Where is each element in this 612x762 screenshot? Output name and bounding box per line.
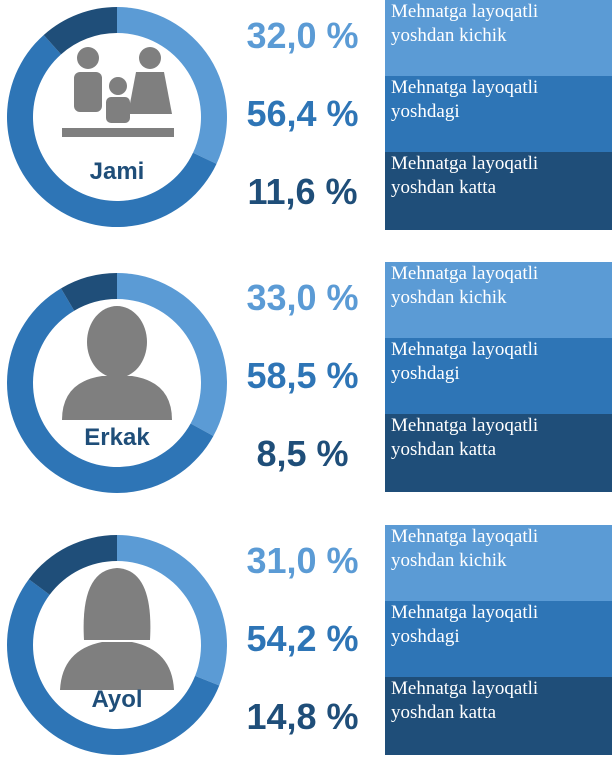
donut-segment [117,535,227,686]
category-box: Mehnatga layoqatli yoshdagi [385,601,612,677]
family-icon [62,47,174,137]
donut-segment [6,34,217,227]
center-label: Ayol [91,686,142,713]
value-label: 32,0 % [246,15,359,56]
center-label: Jami [90,158,145,185]
donut-segment [61,273,117,311]
category-box: Mehnatga layoqatli yoshdagi [385,338,612,414]
donut-segment [117,273,227,436]
donut-segment [6,579,220,756]
woman-icon [60,568,174,690]
center-label: Erkak [84,424,150,451]
value-label: 54,2 % [246,618,359,659]
value-label: 56,4 % [246,93,359,134]
value-label: 33,0 % [246,277,359,318]
donut-segment [28,535,118,595]
category-box: Mehnatga layoqatli yoshdan katta [385,677,612,755]
category-box: Mehnatga layoqatli yoshdan kichik [385,262,612,338]
category-box: Mehnatga layoqatli yoshdan katta [385,414,612,492]
category-box: Mehnatga layoqatli yoshdagi [385,76,612,152]
donut-segment [43,7,117,55]
value-label: 11,6 % [247,171,358,212]
value-label: 8,5 % [256,433,349,474]
value-label: 58,5 % [246,355,359,396]
category-box: Mehnatga layoqatli yoshdan katta [385,152,612,230]
donut-segment [117,7,228,164]
category-box: Mehnatga layoqatli yoshdan kichik [385,0,612,76]
value-label: 14,8 % [246,696,359,737]
man-icon [62,306,172,420]
value-label: 31,0 % [246,540,359,581]
category-box: Mehnatga layoqatli yoshdan kichik [385,525,612,601]
